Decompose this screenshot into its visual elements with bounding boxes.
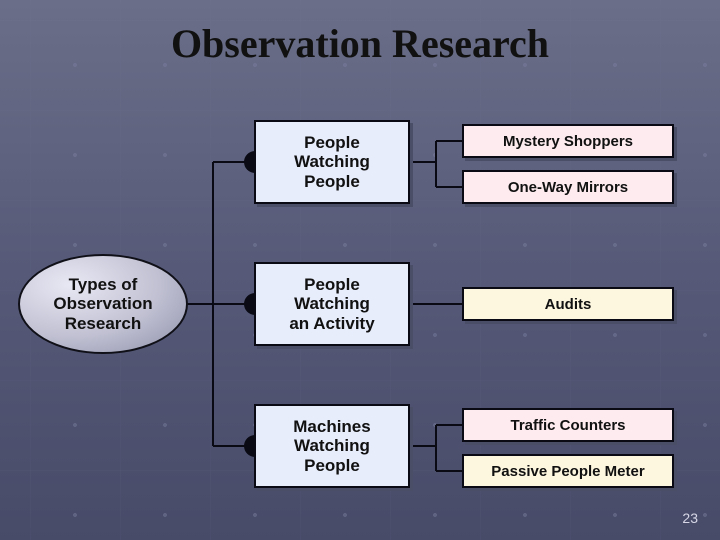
- root-label: Types ofObservationResearch: [53, 275, 152, 334]
- leaf-box: Audits: [462, 287, 674, 321]
- branch-box: PeopleWatchingPeople: [254, 120, 410, 204]
- page-number: 23: [682, 510, 698, 526]
- leaf-box: Mystery Shoppers: [462, 124, 674, 158]
- leaf-box: One-Way Mirrors: [462, 170, 674, 204]
- slide-title: Observation Research: [0, 20, 720, 67]
- root-node: Types ofObservationResearch: [18, 254, 188, 354]
- leaf-box: Passive People Meter: [462, 454, 674, 488]
- branch-box: PeopleWatchingan Activity: [254, 262, 410, 346]
- branch-box: MachinesWatchingPeople: [254, 404, 410, 488]
- leaf-box: Traffic Counters: [462, 408, 674, 442]
